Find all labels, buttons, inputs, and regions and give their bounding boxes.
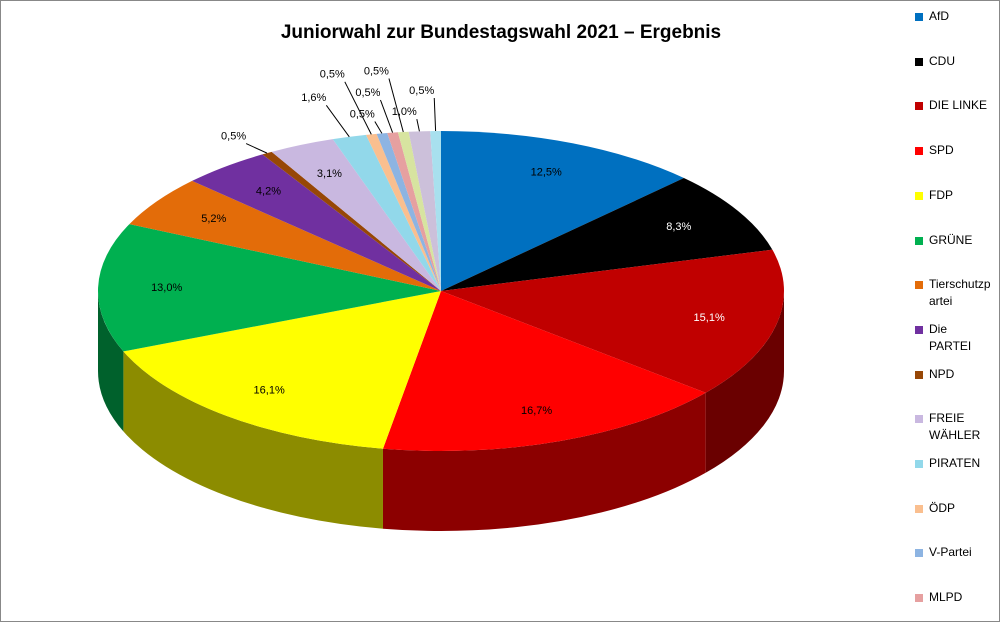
data-label: 4,2%: [256, 185, 281, 197]
leader-line: [416, 119, 420, 132]
slice: [366, 133, 441, 291]
legend-swatch: [915, 370, 923, 379]
slice: [332, 134, 441, 291]
leader-line: [245, 143, 268, 154]
leader-line: [379, 99, 394, 133]
slice-side: [123, 351, 383, 529]
legend-swatch: [915, 281, 923, 290]
slice: [441, 178, 773, 291]
legend-swatch: [915, 594, 923, 603]
data-label: 1,0%: [392, 106, 417, 118]
slice: [408, 131, 441, 291]
legend-label: NPD: [929, 366, 955, 381]
leader-line: [374, 121, 383, 134]
legend-swatch: [915, 325, 923, 334]
data-label: 1,6%: [301, 92, 326, 104]
legend-swatch: [915, 13, 923, 21]
legend-label: ÖDP: [929, 500, 956, 515]
legend-label: FDP: [929, 187, 953, 202]
data-label: 3,1%: [317, 168, 342, 180]
leader-line: [388, 78, 404, 133]
slice: [382, 291, 706, 451]
slice-side: [98, 291, 124, 432]
legend-label: DIE LINKE: [929, 98, 988, 113]
data-label: 0,5%: [350, 108, 375, 120]
slice: [376, 132, 441, 291]
slice: [97, 224, 441, 352]
slice: [397, 131, 441, 291]
legend-label: CDU: [929, 53, 955, 68]
legend-swatch: [915, 191, 923, 200]
legend-label: GRÜNE: [929, 232, 973, 247]
data-label: 8,3%: [666, 221, 691, 233]
legend-swatch: [915, 236, 923, 245]
data-label: 0,5%: [221, 130, 246, 142]
slice: [129, 180, 441, 291]
data-label: 12,5%: [531, 167, 562, 179]
slice: [441, 131, 684, 291]
data-label: 15,1%: [694, 312, 725, 324]
legend-swatch: [915, 549, 923, 558]
slice: [271, 139, 441, 291]
slice: [387, 132, 441, 291]
legend-swatch: [915, 147, 923, 156]
leader-line: [433, 98, 437, 132]
data-label: 13,0%: [151, 282, 182, 294]
legend-swatch: [915, 460, 923, 468]
slice-side: [705, 291, 785, 473]
legend-label: MLPD: [929, 590, 963, 605]
legend-swatch: [915, 504, 923, 513]
legend-label: Die PARTEI: [929, 321, 972, 353]
slice: [430, 131, 441, 291]
slice: [262, 151, 441, 291]
data-label: 5,2%: [201, 213, 226, 225]
data-label: 0,5%: [320, 69, 345, 81]
slice-side: [382, 392, 706, 532]
legend-label: AfD: [929, 9, 950, 23]
legend-label: SPD: [929, 143, 954, 158]
legend-label: FREIE WÄHLER: [929, 411, 981, 443]
data-label: 0,5%: [409, 85, 434, 97]
slice: [192, 154, 441, 291]
data-label: 0,5%: [355, 87, 380, 99]
legend-swatch: [915, 57, 923, 66]
legend-label: PIRATEN: [929, 456, 981, 470]
legend-label: Tierschutzpartei: [929, 277, 991, 309]
data-label: 0,5%: [364, 65, 389, 77]
legend-swatch: [915, 415, 923, 424]
leader-line: [325, 104, 350, 138]
slice: [123, 291, 441, 449]
chart-title: Juniorwahl zur Bundestagswahl 2021 – Erg…: [281, 22, 721, 43]
legend-label: V-Partei: [929, 545, 972, 560]
data-label: 16,1%: [254, 385, 285, 397]
data-label: 16,7%: [521, 405, 552, 417]
legend-swatch: [915, 102, 923, 111]
slice: [441, 249, 785, 393]
leader-line: [344, 81, 372, 135]
